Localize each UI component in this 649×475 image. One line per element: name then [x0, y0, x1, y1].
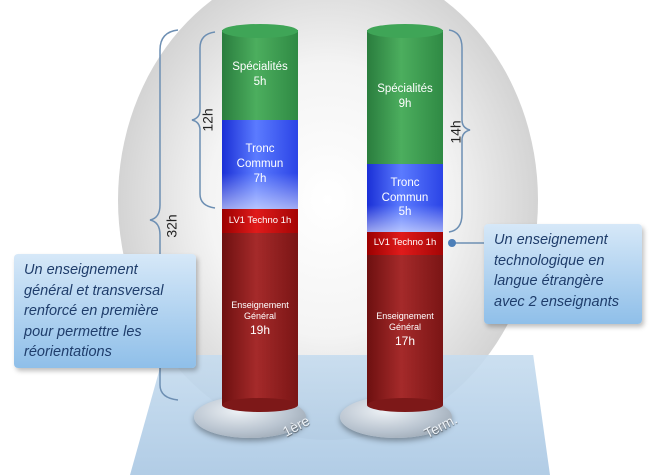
segment-lv1-techno: LV1 Techno 1h [222, 209, 298, 233]
callout-line: pour permettre les [24, 323, 142, 340]
segment-enseignement-general: Enseignement Général 19h [222, 233, 298, 405]
segment-lv1-techno: LV1 Techno 1h [367, 232, 443, 255]
connector-dot-icon [448, 239, 456, 247]
segment-tronc-commun: Tronc Commun 7h [222, 120, 298, 209]
segment-label: Tronc [390, 176, 420, 189]
callout-line: réorientations [24, 344, 112, 361]
segment-label: Spécialités [377, 83, 433, 96]
callout-line: Un enseignement [494, 232, 608, 248]
callout-line: général et transversal [24, 282, 164, 299]
callout-line: technologique en [494, 252, 605, 269]
brace-label-32h: 32h [163, 214, 180, 238]
brace-label-14h: 14h [447, 120, 464, 144]
column-top-cap [367, 24, 443, 38]
segment-specialites: Spécialités 5h [222, 30, 298, 120]
segment-hours: 17h [394, 333, 416, 348]
callout-line: avec 2 enseignants [494, 293, 619, 310]
column-1ere: Spécialités 5h Tronc Commun 7h LV1 Techn… [222, 0, 298, 468]
column-bottom-cap [222, 398, 298, 412]
segment-specialites: Spécialités 9h [367, 30, 443, 164]
curly-brace-icon [149, 29, 179, 401]
segment-highlight [367, 204, 443, 232]
callout-line: langue étrangère [494, 273, 604, 290]
curly-brace-icon [191, 31, 216, 209]
segment-tronc-commun: Tronc Commun 5h [367, 164, 443, 232]
segment-hours: 9h [398, 98, 412, 110]
segment-label: Enseignement [376, 310, 434, 321]
segment-enseignement-general: Enseignement Général 17h [367, 255, 443, 405]
curly-brace-icon [448, 29, 471, 233]
column-top-cap [222, 24, 298, 38]
segment-label: Spécialités [232, 61, 288, 74]
callout-left: Un enseignement général et transversal r… [14, 254, 196, 368]
segment-hours: 19h [249, 322, 271, 337]
callout-line: Un enseignement [24, 262, 138, 278]
segment-label: Général [388, 322, 422, 333]
segment-hours: 7h [253, 172, 267, 185]
segment-hours: 5h [253, 76, 267, 88]
segment-label: Commun [381, 191, 429, 204]
segment-hours: 5h [398, 206, 412, 219]
column-bottom-cap [367, 398, 443, 412]
segment-label: Enseignement [231, 299, 289, 310]
brace-label-12h: 12h [199, 108, 216, 132]
segment-label: LV1 Techno 1h [228, 214, 292, 226]
column-term: Spécialités 9h Tronc Commun 5h LV1 Techn… [367, 0, 443, 468]
segment-label: Tronc [245, 143, 275, 156]
callout-right: Un enseignement technologique en langue … [484, 224, 642, 324]
segment-label: Général [243, 311, 277, 322]
segment-highlight [222, 173, 298, 209]
callout-line: renforcé en première [24, 303, 159, 320]
segment-label: LV1 Techno 1h [373, 237, 437, 249]
segment-label: Commun [236, 158, 284, 171]
